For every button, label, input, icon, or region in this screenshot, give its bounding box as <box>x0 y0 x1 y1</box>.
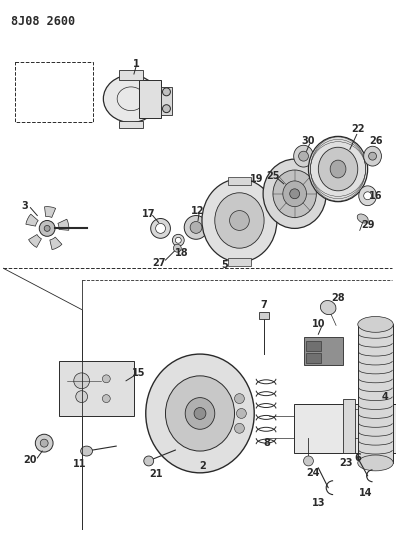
Wedge shape <box>26 214 38 226</box>
Ellipse shape <box>320 301 336 314</box>
Text: 11: 11 <box>73 459 87 469</box>
Text: 22: 22 <box>351 124 365 134</box>
Ellipse shape <box>76 391 87 402</box>
Ellipse shape <box>162 88 170 96</box>
Ellipse shape <box>273 170 316 217</box>
Bar <box>59 361 134 416</box>
Bar <box>304 337 343 365</box>
Ellipse shape <box>237 408 246 418</box>
Ellipse shape <box>215 193 264 248</box>
Text: 3: 3 <box>21 200 28 211</box>
Ellipse shape <box>166 376 235 451</box>
Text: 15: 15 <box>132 368 146 378</box>
Ellipse shape <box>146 354 254 473</box>
Bar <box>343 399 355 453</box>
Ellipse shape <box>103 394 110 402</box>
Bar <box>227 258 251 266</box>
Ellipse shape <box>172 235 184 246</box>
Ellipse shape <box>363 146 381 166</box>
Wedge shape <box>58 219 69 230</box>
Ellipse shape <box>144 456 154 466</box>
Ellipse shape <box>151 219 170 238</box>
Bar <box>294 403 397 453</box>
Text: 21: 21 <box>149 469 162 479</box>
Text: 13: 13 <box>312 497 325 507</box>
Ellipse shape <box>290 189 300 199</box>
Ellipse shape <box>235 394 244 403</box>
Ellipse shape <box>202 179 277 262</box>
Ellipse shape <box>235 423 244 433</box>
Ellipse shape <box>190 222 202 233</box>
Bar <box>259 311 269 319</box>
Ellipse shape <box>44 225 50 231</box>
Text: 14: 14 <box>359 488 372 498</box>
Text: 10: 10 <box>312 319 325 329</box>
Text: 19: 19 <box>251 174 264 184</box>
Ellipse shape <box>81 446 93 456</box>
Ellipse shape <box>357 214 368 223</box>
Bar <box>227 177 251 185</box>
Bar <box>306 341 321 351</box>
Ellipse shape <box>283 181 306 207</box>
Text: 18: 18 <box>176 248 189 258</box>
Ellipse shape <box>156 223 166 233</box>
Text: 4: 4 <box>382 392 389 402</box>
Ellipse shape <box>298 151 308 161</box>
Ellipse shape <box>359 186 377 206</box>
Ellipse shape <box>358 455 393 471</box>
Text: 29: 29 <box>361 221 374 230</box>
Ellipse shape <box>40 439 48 447</box>
Wedge shape <box>29 235 41 247</box>
Ellipse shape <box>74 373 89 389</box>
Ellipse shape <box>39 221 55 236</box>
Bar <box>119 70 143 80</box>
Text: 2: 2 <box>200 461 206 471</box>
Ellipse shape <box>318 147 358 191</box>
Ellipse shape <box>308 136 367 201</box>
Text: 25: 25 <box>266 171 280 181</box>
Text: 27: 27 <box>152 258 165 268</box>
Ellipse shape <box>36 434 53 452</box>
Text: 16: 16 <box>369 191 382 201</box>
Bar <box>358 325 393 463</box>
Ellipse shape <box>263 159 326 229</box>
Text: 24: 24 <box>307 468 320 478</box>
Text: 1: 1 <box>132 59 139 69</box>
Bar <box>15 62 93 122</box>
Ellipse shape <box>194 408 206 419</box>
Ellipse shape <box>103 375 110 383</box>
Text: 6: 6 <box>354 453 361 463</box>
Text: 8: 8 <box>264 438 271 448</box>
Wedge shape <box>45 207 55 217</box>
Ellipse shape <box>184 215 208 239</box>
Ellipse shape <box>363 192 371 200</box>
Ellipse shape <box>229 211 249 230</box>
Bar <box>119 120 143 128</box>
Wedge shape <box>50 237 62 249</box>
Text: 7: 7 <box>261 300 267 310</box>
Text: 30: 30 <box>302 136 315 147</box>
Text: 26: 26 <box>369 136 382 147</box>
Ellipse shape <box>304 456 313 466</box>
Bar <box>306 353 321 363</box>
Bar <box>139 80 160 118</box>
Ellipse shape <box>369 152 377 160</box>
Ellipse shape <box>358 317 393 332</box>
Bar <box>160 87 172 115</box>
Text: 12: 12 <box>191 206 205 215</box>
Text: 20: 20 <box>24 455 37 465</box>
Ellipse shape <box>162 104 170 112</box>
Ellipse shape <box>174 244 181 252</box>
Text: 17: 17 <box>142 208 156 219</box>
Text: 28: 28 <box>331 293 345 303</box>
Ellipse shape <box>103 75 158 123</box>
Ellipse shape <box>330 160 346 178</box>
Ellipse shape <box>185 398 215 429</box>
Text: 8J08 2600: 8J08 2600 <box>11 14 75 28</box>
Ellipse shape <box>294 146 313 167</box>
Text: 23: 23 <box>339 458 353 468</box>
Ellipse shape <box>175 237 181 243</box>
Text: 5: 5 <box>221 260 228 270</box>
